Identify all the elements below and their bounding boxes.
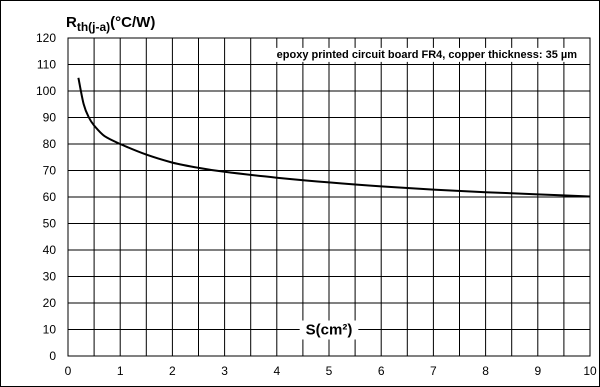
x-tick-label: 3 <box>221 364 228 378</box>
y-tick-label: 30 <box>43 270 57 284</box>
series-line <box>78 78 590 197</box>
y-tick-label: 110 <box>37 58 56 72</box>
x-tick-label: 9 <box>534 364 541 378</box>
y-axis-label: Rth(j-a)(°C/W) <box>66 14 155 34</box>
x-tick-label: 8 <box>482 364 489 378</box>
x-axis-label: S(cm²) <box>306 322 353 339</box>
chart-grid <box>68 38 590 356</box>
x-tick-label: 7 <box>430 364 437 378</box>
y-tick-label: 120 <box>36 31 56 45</box>
annotation-text: epoxy printed circuit board FR4, copper … <box>277 49 578 61</box>
x-tick-label: 1 <box>117 364 124 378</box>
x-tick-label: 4 <box>273 364 280 378</box>
y-tick-label: 80 <box>43 137 57 151</box>
y-tick-label: 90 <box>43 111 57 125</box>
x-tick-label: 0 <box>65 364 72 378</box>
x-tick-labels: 0 1 2 3 4 5 6 7 8 9 10 <box>65 364 597 378</box>
x-tick-label: 6 <box>378 364 385 378</box>
y-axis-label-main: R <box>66 14 77 31</box>
y-tick-label: 40 <box>43 243 57 257</box>
y-tick-labels: 0 10 20 30 40 50 60 70 80 90 100 110 120 <box>36 31 56 363</box>
y-tick-label: 100 <box>36 84 56 98</box>
y-tick-label: 20 <box>43 296 57 310</box>
x-tick-label: 5 <box>326 364 333 378</box>
y-tick-label: 60 <box>43 190 57 204</box>
x-tick-label: 10 <box>583 364 597 378</box>
y-tick-label: 10 <box>43 323 57 337</box>
y-tick-label: 0 <box>49 349 56 363</box>
y-tick-label: 50 <box>43 217 57 231</box>
x-tick-label: 2 <box>169 364 176 378</box>
y-axis-label-subscript: th(j-a) <box>77 20 110 34</box>
y-tick-label: 70 <box>43 164 57 178</box>
y-axis-label-unit: (°C/W) <box>110 14 155 31</box>
